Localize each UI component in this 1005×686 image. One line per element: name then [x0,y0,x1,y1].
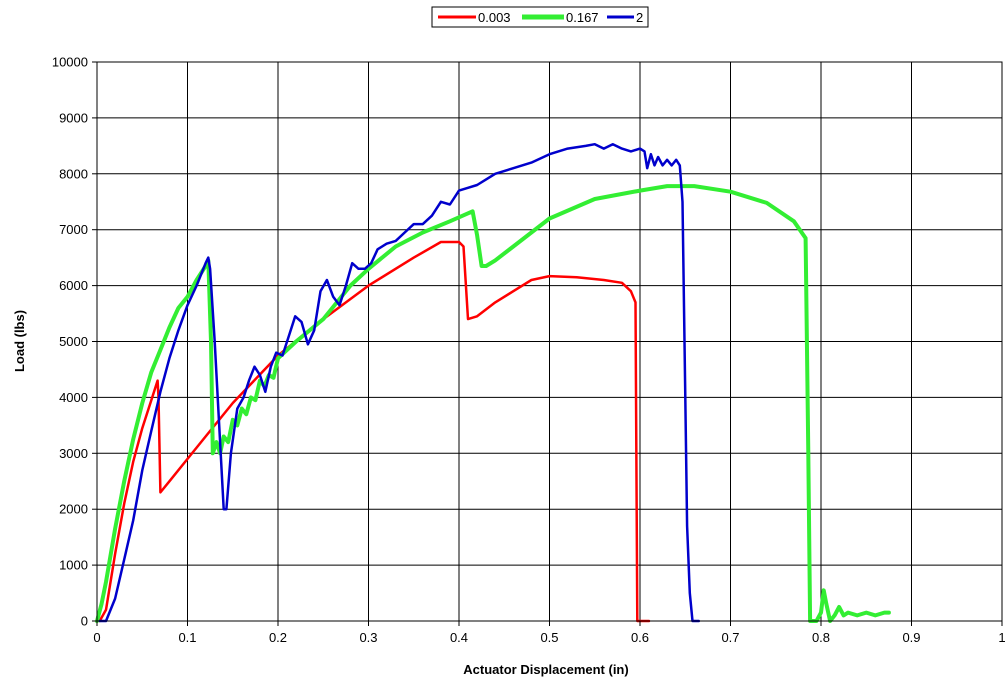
y-tick-label: 3000 [59,446,88,461]
series-group [95,142,891,623]
y-tick-label: 8000 [59,166,88,181]
series-line-0 [98,240,651,623]
y-tick-label: 0 [81,614,88,629]
series-line-1 [95,184,891,623]
x-tick-label: 0.8 [812,630,830,645]
series-line-2 [98,142,701,623]
legend-label-0: 0.003 [478,10,511,25]
legend-label-2: 2 [636,10,643,25]
x-tick-label: 0.4 [450,630,468,645]
x-tick-label: 0.7 [721,630,739,645]
y-tick-label: 4000 [59,390,88,405]
x-tick-label: 0.3 [359,630,377,645]
x-axis-title: Actuator Displacement (in) [463,662,628,677]
y-tick-label: 9000 [59,110,88,125]
y-tick-labels: 0 1000 2000 3000 4000 5000 6000 7000 8000 9000 100… [52,55,97,629]
legend: 0.003 0.167 2 [431,6,649,28]
x-tick-label: 0.2 [269,630,287,645]
y-tick-label: 7000 [59,222,88,237]
x-tick-label: 0.1 [178,630,196,645]
x-tick-label: 1 [998,630,1005,645]
y-axis-title: Load (lbs) [12,310,27,372]
y-tick-label: 6000 [59,278,88,293]
y-tick-label: 5000 [59,334,88,349]
y-tick-label: 2000 [59,502,88,517]
y-tick-label: 10000 [52,55,88,70]
x-tick-label: 0.6 [631,630,649,645]
legend-label-1: 0.167 [566,10,599,25]
x-tick-label: 0.9 [902,630,920,645]
grid [97,62,1002,621]
y-tick-label: 1000 [59,558,88,573]
x-tick-labels: 0 0.1 0.2 0.3 0.4 0.5 0.6 0.7 0.8 0.9 1 [93,621,1005,645]
x-tick-label: 0 [93,630,100,645]
x-tick-label: 0.5 [540,630,558,645]
